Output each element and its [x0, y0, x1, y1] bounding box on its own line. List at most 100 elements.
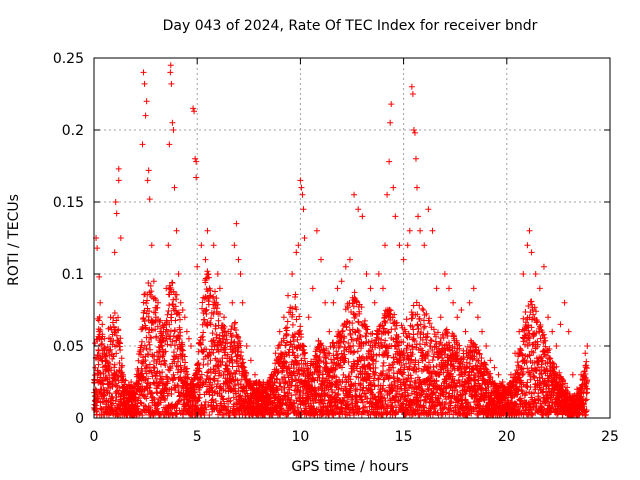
- data-point: [170, 288, 177, 295]
- data-point: [278, 406, 285, 413]
- data-point: [150, 364, 157, 371]
- data-point: [350, 364, 357, 371]
- data-point: [295, 376, 302, 383]
- data-point: [355, 319, 362, 326]
- data-point: [283, 401, 290, 408]
- data-point: [331, 356, 338, 363]
- data-point: [153, 333, 160, 340]
- data-point: [416, 302, 423, 309]
- data-point: [464, 364, 471, 371]
- data-point: [382, 337, 389, 344]
- data-point: [113, 332, 120, 339]
- data-point: [149, 373, 156, 380]
- data-point: [353, 299, 360, 306]
- data-point: [330, 344, 337, 351]
- data-point: [93, 387, 100, 394]
- data-point: [213, 331, 220, 338]
- data-point: [168, 385, 175, 392]
- data-point: [386, 306, 393, 313]
- data-point: [322, 359, 329, 366]
- data-point: [338, 364, 345, 371]
- data-point: [91, 372, 98, 379]
- data-point: [117, 340, 124, 347]
- data-point: [101, 354, 108, 361]
- data-point: [210, 349, 217, 356]
- data-point: [310, 376, 317, 383]
- data-point: [381, 325, 388, 332]
- data-point: [201, 316, 208, 323]
- data-point: [446, 342, 453, 349]
- data-point: [369, 386, 376, 393]
- data-point: [412, 357, 419, 364]
- data-point: [406, 334, 413, 341]
- data-point: [146, 361, 153, 368]
- data-point: [204, 268, 211, 275]
- data-point: [135, 395, 142, 402]
- data-point: [359, 399, 366, 406]
- data-point: [349, 336, 356, 343]
- data-point: [408, 399, 415, 406]
- data-point: [359, 396, 366, 403]
- data-point: [346, 344, 353, 351]
- data-point: [274, 376, 281, 383]
- data-point: [141, 387, 148, 394]
- data-point: [239, 356, 246, 363]
- data-point: [170, 296, 177, 303]
- data-point: [174, 382, 181, 389]
- data-point: [347, 343, 354, 350]
- data-point: [296, 395, 303, 402]
- data-point: [366, 361, 373, 368]
- data-point: [275, 368, 282, 375]
- data-point: [214, 380, 221, 387]
- data-point: [318, 399, 325, 406]
- data-point: [260, 381, 267, 388]
- data-point: [177, 374, 184, 381]
- data-point: [247, 377, 254, 384]
- data-point: [234, 377, 241, 384]
- data-point: [392, 388, 399, 395]
- data-point: [435, 372, 442, 379]
- data-point: [463, 364, 470, 371]
- data-point: [236, 338, 243, 345]
- data-point: [471, 353, 478, 360]
- data-point: [152, 326, 159, 333]
- data-point: [339, 378, 346, 385]
- data-point: [294, 336, 301, 343]
- data-point: [356, 405, 363, 412]
- data-point: [162, 338, 169, 345]
- data-point: [393, 319, 400, 326]
- data-point: [198, 371, 205, 378]
- data-point: [290, 334, 297, 341]
- data-point: [361, 363, 368, 370]
- data-point: [207, 292, 214, 299]
- data-point: [415, 365, 422, 372]
- data-point: [166, 321, 173, 328]
- data-point: [207, 321, 214, 328]
- data-point: [355, 410, 362, 417]
- data-point: [429, 397, 436, 404]
- data-point: [201, 409, 208, 416]
- data-point: [176, 326, 183, 333]
- data-point: [176, 336, 183, 343]
- data-point: [165, 390, 172, 397]
- data-point: [372, 358, 379, 365]
- data-point: [116, 359, 123, 366]
- data-point: [98, 380, 105, 387]
- data-point: [195, 360, 202, 367]
- data-point: [288, 382, 295, 389]
- data-point: [524, 342, 531, 349]
- data-point: [143, 300, 150, 307]
- data-point: [145, 339, 152, 346]
- data-point: [342, 355, 349, 362]
- y-axis-label: ROTI / TECUs: [6, 194, 22, 286]
- data-point: [349, 320, 356, 327]
- data-point: [375, 375, 382, 382]
- data-point: [148, 288, 155, 295]
- data-point: [165, 308, 172, 315]
- data-point: [400, 339, 407, 346]
- data-point: [285, 410, 292, 417]
- data-point: [318, 381, 325, 388]
- data-point: [300, 397, 307, 404]
- data-point: [286, 346, 293, 353]
- data-point: [425, 348, 432, 355]
